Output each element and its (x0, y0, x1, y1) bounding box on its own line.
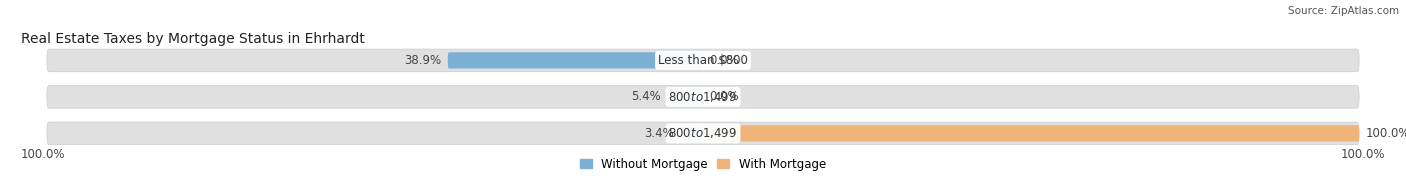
Text: 100.0%: 100.0% (21, 148, 65, 161)
FancyBboxPatch shape (681, 125, 703, 142)
Text: $800 to $1,499: $800 to $1,499 (668, 126, 738, 140)
FancyBboxPatch shape (46, 86, 1360, 108)
FancyBboxPatch shape (46, 49, 1360, 72)
Text: Real Estate Taxes by Mortgage Status in Ehrhardt: Real Estate Taxes by Mortgage Status in … (21, 32, 364, 46)
Text: Source: ZipAtlas.com: Source: ZipAtlas.com (1288, 6, 1399, 16)
Text: 38.9%: 38.9% (404, 54, 441, 67)
Legend: Without Mortgage, With Mortgage: Without Mortgage, With Mortgage (581, 158, 825, 171)
Text: Less than $800: Less than $800 (658, 54, 748, 67)
Text: 100.0%: 100.0% (1365, 127, 1406, 140)
FancyBboxPatch shape (668, 89, 703, 105)
Text: 3.4%: 3.4% (644, 127, 673, 140)
FancyBboxPatch shape (46, 122, 1360, 145)
FancyBboxPatch shape (703, 125, 1360, 142)
Text: 5.4%: 5.4% (631, 90, 661, 103)
Text: $800 to $1,499: $800 to $1,499 (668, 90, 738, 104)
Text: 0.0%: 0.0% (710, 54, 740, 67)
Text: 0.0%: 0.0% (710, 90, 740, 103)
FancyBboxPatch shape (447, 52, 703, 69)
Text: 100.0%: 100.0% (1341, 148, 1385, 161)
